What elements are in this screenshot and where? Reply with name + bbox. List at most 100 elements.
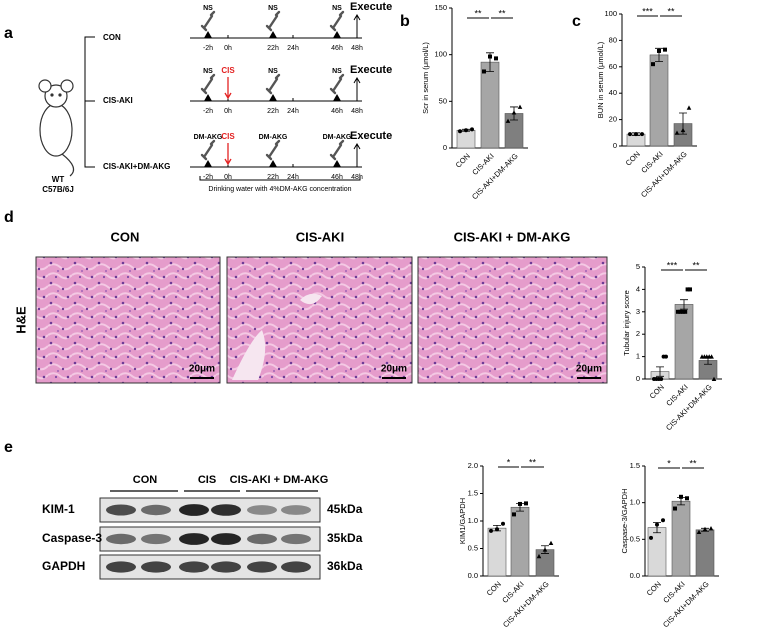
error-bar <box>680 299 688 310</box>
significance-label: ** <box>689 458 697 468</box>
data-point <box>634 132 638 137</box>
data-point <box>688 287 692 292</box>
blot-group: CIS <box>198 474 216 486</box>
y-tick-label: 20 <box>609 115 617 124</box>
blot-group: CON <box>133 474 158 486</box>
blot-size-label: 45kDa <box>327 502 363 516</box>
time-label: 22h <box>267 174 279 181</box>
time-label: 0h <box>224 45 232 52</box>
significance-label: *** <box>667 260 678 270</box>
mouse-icon <box>38 79 75 177</box>
y-tick-label: 100 <box>604 9 617 18</box>
y-axis-label: Scr in serum (μmol/L) <box>421 42 430 114</box>
drinking-bracket <box>199 176 361 181</box>
syringe-icon <box>265 73 281 95</box>
injection-marker <box>269 94 277 101</box>
y-tick-label: 1.0 <box>630 498 640 507</box>
blot-band <box>247 561 277 573</box>
bar <box>487 527 507 577</box>
y-tick-label: 0 <box>613 141 617 150</box>
syringe-icon <box>329 73 345 95</box>
scale-bar-label: 20μm <box>576 364 602 375</box>
mouse-label: WT <box>52 175 65 184</box>
drinking-water: Drinking water with 4%DM-AKG concentrati… <box>208 186 351 193</box>
blot-band <box>106 504 136 516</box>
data-point <box>501 521 505 526</box>
y-tick-label: 2.0 <box>468 461 478 470</box>
blot-row-label: KIM-1 <box>42 502 75 516</box>
data-point <box>680 309 685 314</box>
y-tick-label: 0 <box>443 143 447 152</box>
y-tick-label: 3 <box>636 307 640 316</box>
bar <box>695 529 715 577</box>
blot-band <box>211 533 241 545</box>
cis-label: CIS <box>221 66 235 75</box>
y-tick-label: 0 <box>636 374 640 383</box>
syringe-icon <box>200 10 216 32</box>
y-tick-label: 150 <box>434 3 447 12</box>
data-point <box>542 547 548 552</box>
injection-label: DM-AKG <box>323 134 352 141</box>
time-label: -2h <box>203 45 213 52</box>
y-tick-label: 5 <box>636 262 640 271</box>
x-tick-label: CON <box>624 149 642 167</box>
data-point <box>524 501 528 506</box>
bar <box>674 304 694 380</box>
tissue-gap <box>232 293 322 380</box>
blot-band <box>247 505 277 515</box>
bar <box>647 527 667 577</box>
data-point <box>659 377 664 381</box>
injection-label: NS <box>268 5 278 12</box>
data-point <box>640 132 644 137</box>
injection-marker <box>333 94 341 101</box>
panel-label: e <box>4 439 13 456</box>
execute-arrow <box>353 143 361 167</box>
blot-band <box>179 561 209 573</box>
injection-marker <box>269 31 277 38</box>
bar <box>649 54 669 147</box>
blot-band <box>106 533 136 545</box>
data-point <box>517 104 523 109</box>
error-bar <box>656 366 664 377</box>
blot-row-label: Caspase-3 <box>42 531 102 545</box>
data-point <box>655 522 659 527</box>
injection-marker <box>269 160 277 167</box>
data-point <box>518 501 522 506</box>
histology-image <box>35 256 221 384</box>
time-label: 0h <box>224 174 232 181</box>
x-tick-label: CIS-AKI+DM-AKG <box>470 151 520 201</box>
injection-marker <box>204 94 212 101</box>
time-label: 22h <box>267 108 279 115</box>
execute-label: Execute <box>350 64 392 76</box>
data-point <box>686 105 692 110</box>
injection-marker <box>204 31 212 38</box>
data-point <box>470 127 474 132</box>
execute-label: Execute <box>350 1 392 13</box>
injection-marker <box>333 160 341 167</box>
syringe-icon <box>329 10 345 32</box>
group-name: CON <box>103 33 121 42</box>
data-point <box>657 48 661 53</box>
y-tick-label: 40 <box>609 88 617 97</box>
data-point <box>464 128 468 133</box>
y-axis-label: KIM1/GAPDH <box>458 498 467 544</box>
panel-label: d <box>4 209 14 226</box>
scale-bar-label: 20μm <box>381 364 407 375</box>
group-name: CIS-AKI <box>103 96 133 105</box>
y-tick-label: 0.0 <box>468 571 478 580</box>
y-tick-label: 60 <box>609 62 617 71</box>
cis-arrow <box>224 143 232 166</box>
y-tick-label: 4 <box>636 284 640 293</box>
significance-label: * <box>507 457 511 467</box>
injection-label: NS <box>268 68 278 75</box>
significance-label: ** <box>667 6 675 16</box>
scale-bar-label: 20μm <box>189 364 215 375</box>
panel-label: b <box>400 13 410 30</box>
data-point <box>489 528 493 533</box>
time-label: -2h <box>203 108 213 115</box>
y-tick-label: 1 <box>636 352 640 361</box>
blot-band <box>179 533 209 545</box>
x-tick-label: CON <box>645 579 663 597</box>
injection-marker <box>204 160 212 167</box>
